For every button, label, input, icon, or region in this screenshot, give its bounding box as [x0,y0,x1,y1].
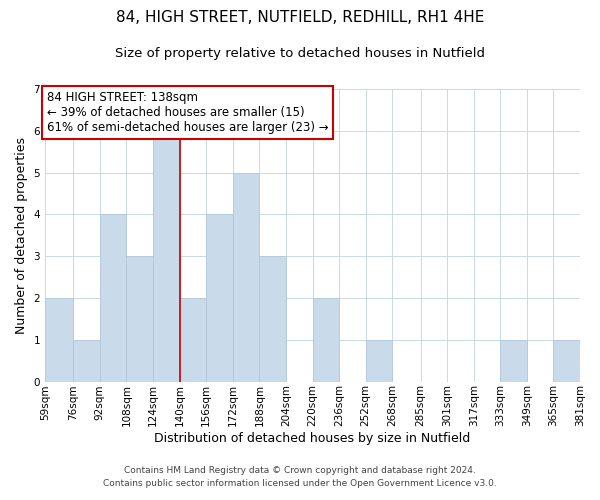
Bar [179,298,206,382]
Bar [259,256,286,382]
Text: Contains HM Land Registry data © Crown copyright and database right 2024.
Contai: Contains HM Land Registry data © Crown c… [103,466,497,487]
Text: 84, HIGH STREET, NUTFIELD, REDHILL, RH1 4HE: 84, HIGH STREET, NUTFIELD, REDHILL, RH1 … [116,10,484,25]
Text: Size of property relative to detached houses in Nutfield: Size of property relative to detached ho… [115,48,485,60]
Text: 84 HIGH STREET: 138sqm
← 39% of detached houses are smaller (15)
61% of semi-det: 84 HIGH STREET: 138sqm ← 39% of detached… [47,91,328,134]
Bar [153,131,179,382]
Bar [127,256,153,382]
X-axis label: Distribution of detached houses by size in Nutfield: Distribution of detached houses by size … [154,432,470,445]
Bar [73,340,100,382]
Bar [500,340,527,382]
Bar [313,298,339,382]
Bar [365,340,392,382]
Bar [206,214,233,382]
Bar [100,214,127,382]
Bar [233,172,259,382]
Y-axis label: Number of detached properties: Number of detached properties [15,137,28,334]
Bar [45,298,73,382]
Bar [553,340,580,382]
